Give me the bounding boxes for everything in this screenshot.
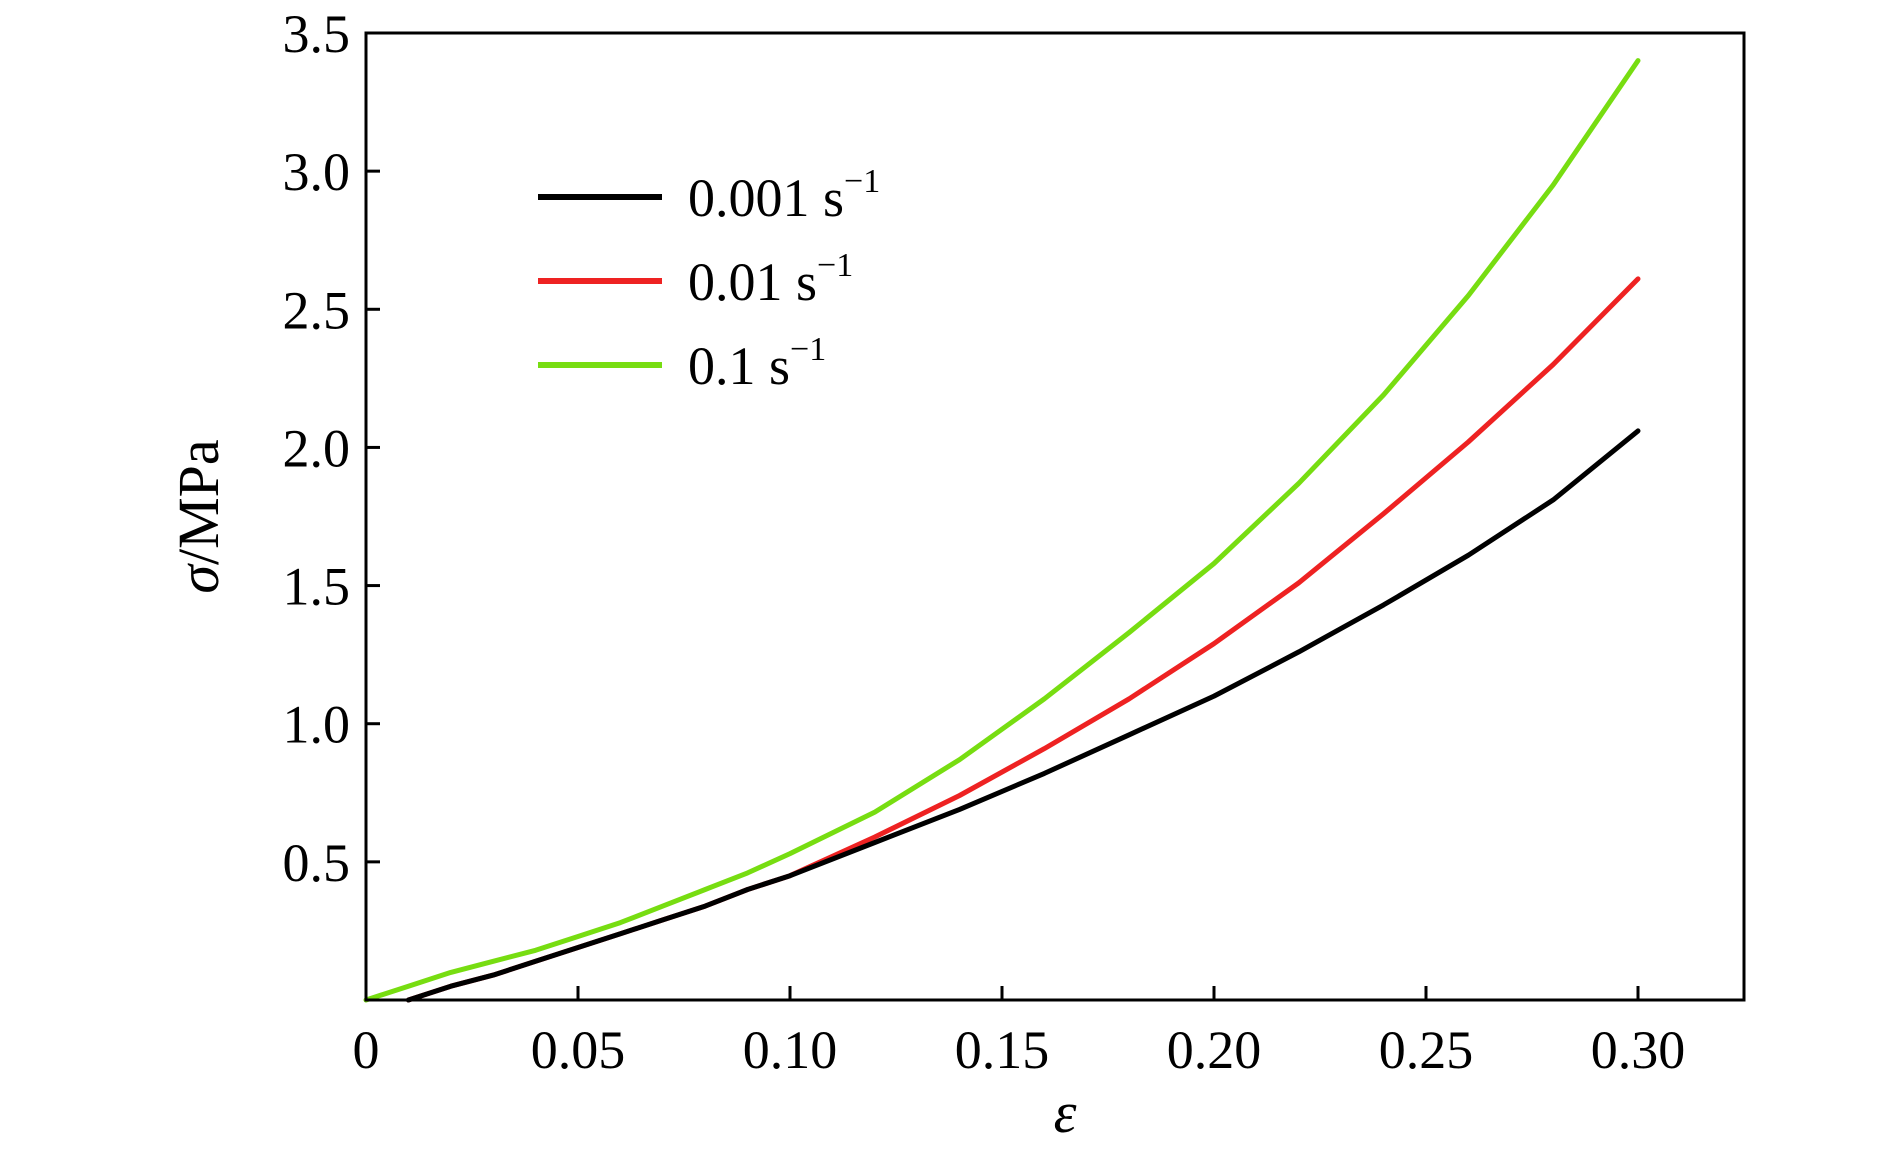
x-tick-label: 0.15 bbox=[955, 1020, 1050, 1080]
x-tick-label: 0.10 bbox=[743, 1020, 838, 1080]
plot-area bbox=[363, 58, 1641, 1003]
y-axis: 0.5 1.0 1.5 2.0 2.5 3.0 3.5 bbox=[283, 4, 380, 893]
x-tick-label: 0.25 bbox=[1379, 1020, 1474, 1080]
x-tick-label: 0.30 bbox=[1591, 1020, 1686, 1080]
series-line-1 bbox=[405, 276, 1641, 1003]
y-tick-label: 1.0 bbox=[283, 695, 351, 755]
y-tick-label: 2.5 bbox=[283, 280, 351, 340]
legend-label-superscript: −1 bbox=[844, 163, 880, 200]
legend-label-superscript: −1 bbox=[817, 247, 853, 284]
y-axis-title-unit: /MPa bbox=[166, 439, 231, 565]
plot-frame bbox=[364, 31, 1746, 1002]
x-tick-label: 0.05 bbox=[531, 1020, 626, 1080]
x-tick-label: 0.20 bbox=[1167, 1020, 1262, 1080]
y-tick-label: 3.5 bbox=[283, 4, 351, 64]
legend-label: 0.001 s−1 bbox=[688, 163, 880, 228]
legend-label-text: 0.001 s bbox=[688, 168, 844, 228]
series-line-2 bbox=[363, 58, 1641, 1003]
x-axis-title: ε bbox=[1054, 1080, 1077, 1145]
legend-label: 0.1 s−1 bbox=[688, 331, 826, 396]
y-axis-title-symbol: σ bbox=[166, 563, 231, 594]
y-tick-label: 0.5 bbox=[283, 833, 351, 893]
legend-label-text: 0.1 s bbox=[688, 336, 790, 396]
legend-label-superscript: −1 bbox=[790, 331, 826, 368]
legend: 0.001 s−10.01 s−10.1 s−1 bbox=[538, 163, 880, 396]
y-axis-title: σ/MPa bbox=[166, 439, 231, 593]
x-axis: 0 0.05 0.10 0.15 0.20 0.25 0.30 bbox=[353, 986, 1686, 1080]
x-tick-label: 0 bbox=[353, 1020, 380, 1080]
series-line-0 bbox=[405, 428, 1641, 1003]
legend-label-text: 0.01 s bbox=[688, 252, 817, 312]
y-tick-label: 1.5 bbox=[283, 557, 351, 617]
legend-label: 0.01 s−1 bbox=[688, 247, 853, 312]
y-tick-label: 3.0 bbox=[283, 142, 351, 202]
y-tick-label: 2.0 bbox=[283, 418, 351, 478]
